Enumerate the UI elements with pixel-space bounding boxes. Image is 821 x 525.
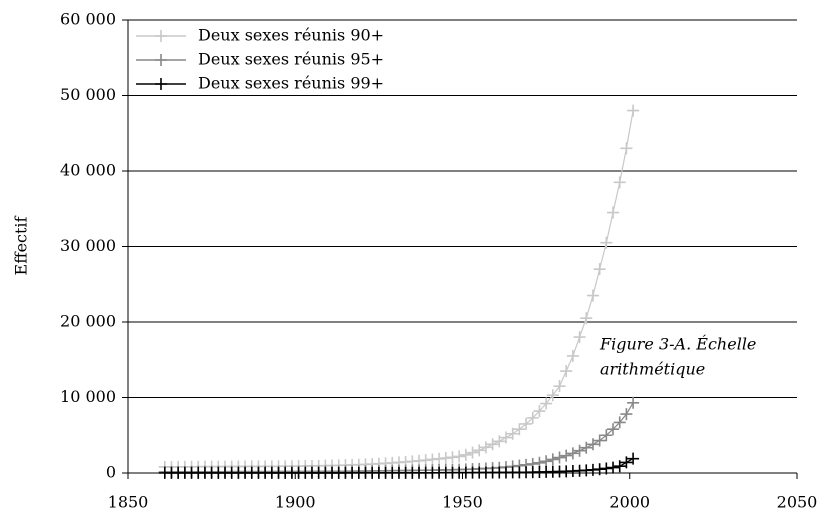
marker [446,451,459,464]
marker [155,30,167,42]
x-tick-label: 2000 [609,493,650,512]
x-tick-label: 1950 [442,493,483,512]
marker [613,416,626,429]
marker [486,438,499,451]
marker [520,417,533,430]
marker [620,142,633,155]
marker [506,427,519,440]
marker [627,104,640,117]
y-tick-label: 30 000 [60,236,116,255]
x-tick-label: 2050 [777,493,818,512]
marker [526,411,539,424]
marker [553,451,566,464]
marker [513,423,526,436]
marker [607,423,620,436]
marker [479,441,492,454]
marker [593,263,606,276]
marker [493,435,506,448]
marker [553,380,566,393]
marker [627,396,640,409]
marker [546,389,559,402]
marker [593,434,606,447]
annotation: Figure 3-A. Échelle [599,334,756,354]
marker [573,331,586,344]
y-axis-label: Effectif [12,215,31,275]
marker [620,456,633,469]
marker [613,176,626,189]
marker [620,408,633,421]
y-tick-label: 50 000 [60,85,116,104]
marker [566,447,579,460]
y-tick-label: 60 000 [60,10,116,29]
marker [499,431,512,444]
legend-label: Deux sexes réunis 99+ [198,74,384,93]
marker [627,452,640,465]
marker [155,54,167,66]
x-tick-label: 1850 [108,493,149,512]
y-tick-label: 20 000 [60,312,116,331]
marker [566,349,579,362]
legend-label: Deux sexes réunis 95+ [198,50,384,69]
marker [580,441,593,454]
marker [573,444,586,457]
marker [560,449,573,462]
legend-label: Deux sexes réunis 90+ [198,26,384,45]
marker [586,438,599,451]
marker [473,444,486,457]
marker [586,289,599,302]
marker [466,446,479,459]
marker [540,397,553,410]
marker [540,455,553,468]
marker [600,236,613,249]
marker [453,450,466,463]
y-tick-label: 10 000 [60,387,116,406]
y-tick-label: 40 000 [60,161,116,180]
marker [560,365,573,378]
marker [607,206,620,219]
marker [613,460,626,473]
marker [580,312,593,325]
marker [607,461,620,474]
x-tick-label: 1900 [275,493,316,512]
series-line [164,110,634,468]
marker [533,405,546,418]
y-tick-label: 0 [106,463,116,482]
marker [600,462,613,475]
marker [546,453,559,466]
marker [155,78,167,90]
marker [600,429,613,442]
marker [459,448,472,461]
annotation: arithmétique [600,360,705,379]
